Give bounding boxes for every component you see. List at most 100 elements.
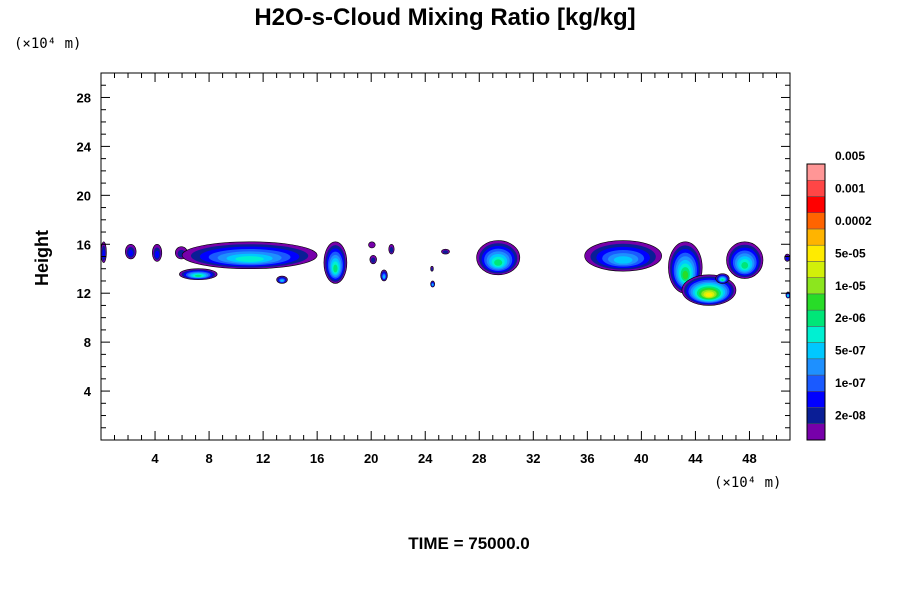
x-tick-label: 36 xyxy=(580,451,594,466)
x-axis: 4 8 12 16 20 24 28 32 36 40 44 48 xyxy=(114,73,777,466)
cloud-level-1 xyxy=(389,246,394,253)
cloud-level-5 xyxy=(280,279,284,282)
colorbar-swatch xyxy=(806,277,826,295)
cloud-region xyxy=(179,268,218,281)
colorbar-frame xyxy=(806,163,826,441)
x-tick-label: 32 xyxy=(526,451,540,466)
colorbar-swatch xyxy=(806,261,826,278)
cloud-region xyxy=(784,253,790,262)
x-tick-label: 48 xyxy=(742,451,756,466)
y-axis-unit: (×10⁴ m) xyxy=(14,36,81,52)
x-tick-label: 20 xyxy=(364,451,378,466)
y-tick-label: 28 xyxy=(77,90,91,105)
chart-title: H2O-s-Cloud Mixing Ratio [kg/kg] xyxy=(254,4,635,31)
cloud-level-2 xyxy=(786,256,789,261)
colorbar-label: 2e-08 xyxy=(835,409,866,423)
x-tick-label: 12 xyxy=(256,451,270,466)
y-tick-label: 8 xyxy=(84,335,91,350)
cloud-region xyxy=(430,265,434,272)
cloud-region xyxy=(388,243,395,255)
colorbar-swatch xyxy=(806,342,826,360)
cloud-level-1 xyxy=(431,267,433,271)
colorbar-swatch xyxy=(806,326,826,343)
y-tick-label: 16 xyxy=(77,237,91,252)
cloud-level-1 xyxy=(371,257,376,263)
x-tick-label: 40 xyxy=(634,451,648,466)
cloud-region xyxy=(668,241,703,294)
colorbar-label: 1e-05 xyxy=(835,279,866,293)
cloud-level-5 xyxy=(383,275,385,279)
colorbar-swatch xyxy=(806,163,826,181)
y-tick-label: 20 xyxy=(77,188,91,203)
cloud-region xyxy=(441,248,450,255)
colorbar-swatch xyxy=(806,212,826,230)
x-tick-label: 24 xyxy=(418,451,433,466)
colorbar-label: 5e-05 xyxy=(835,246,866,260)
colorbar-swatch xyxy=(806,391,826,408)
colorbar-label: 1e-07 xyxy=(835,376,866,390)
colorbar-label: 5e-07 xyxy=(835,344,866,358)
colorbar-label: 0.0002 xyxy=(835,214,872,228)
cloud-level-11 xyxy=(705,292,713,297)
x-tick-label: 16 xyxy=(310,451,324,466)
colorbar-swatch xyxy=(806,293,826,311)
colorbar-swatch xyxy=(806,228,826,246)
cloud-level-2 xyxy=(102,249,105,259)
cloud-region xyxy=(476,240,521,276)
cloud-field xyxy=(101,240,790,306)
cloud-region xyxy=(681,274,737,306)
y-tick-label: 4 xyxy=(84,384,92,399)
x-axis-unit: (×10⁴ m) xyxy=(714,475,781,491)
cloud-region xyxy=(181,241,318,270)
cloud-level-5 xyxy=(613,256,633,264)
cloud-level-8 xyxy=(682,270,689,280)
cloud-level-2 xyxy=(128,249,134,257)
cloud-region xyxy=(430,280,435,288)
x-tick-label: 28 xyxy=(472,451,486,466)
colorbar-label: 0.001 xyxy=(835,181,865,195)
cloud-region xyxy=(715,273,730,284)
colorbar-swatch xyxy=(806,179,826,197)
colorbar-label: 2e-06 xyxy=(835,311,866,325)
cloud-region xyxy=(125,243,137,260)
cloud-level-2 xyxy=(154,250,160,259)
cloud-region xyxy=(380,269,388,282)
cloud-region xyxy=(152,243,163,262)
cloud-level-7 xyxy=(194,274,202,277)
colorbar-label: 0.005 xyxy=(835,149,865,163)
colorbar-swatch xyxy=(806,309,826,327)
cloud-level-7 xyxy=(741,261,749,269)
cloud-region xyxy=(276,275,288,284)
colorbar-swatch xyxy=(806,244,826,262)
cloud-level-6 xyxy=(787,295,789,297)
colorbar-swatch xyxy=(806,423,826,441)
cloud-region xyxy=(369,254,377,265)
x-tick-label: 8 xyxy=(205,451,212,466)
cloud-level-5 xyxy=(431,284,434,286)
cloud-region xyxy=(323,241,348,284)
time-label: TIME = 75000.0 xyxy=(408,534,529,553)
y-tick-label: 12 xyxy=(77,286,91,301)
y-axis: 4 8 12 16 20 24 28 xyxy=(77,84,790,429)
y-axis-label: Height xyxy=(32,230,52,286)
cloud-level-7 xyxy=(333,264,338,273)
cloud-level-1 xyxy=(443,250,448,254)
x-tick-label: 44 xyxy=(688,451,703,466)
colorbar-swatch xyxy=(806,358,826,376)
cloud-level-6 xyxy=(235,256,264,262)
colorbar: 2e-08 1e-07 5e-07 2e-06 1e-05 5e-05 0.0002 0.00… xyxy=(806,149,872,441)
cloud-level-7 xyxy=(494,259,503,266)
x-tick-label: 4 xyxy=(151,451,159,466)
y-tick-label: 24 xyxy=(77,139,92,154)
cloud-level-0 xyxy=(368,241,376,249)
colorbar-swatch xyxy=(806,374,826,392)
cloud-region xyxy=(368,241,376,249)
cloud-region xyxy=(101,241,107,263)
colorbar-swatch xyxy=(806,407,826,425)
cloud-region xyxy=(584,240,662,272)
colorbar-swatch xyxy=(806,196,826,213)
cloud-region xyxy=(726,241,764,279)
cloud-level-7 xyxy=(721,279,724,281)
